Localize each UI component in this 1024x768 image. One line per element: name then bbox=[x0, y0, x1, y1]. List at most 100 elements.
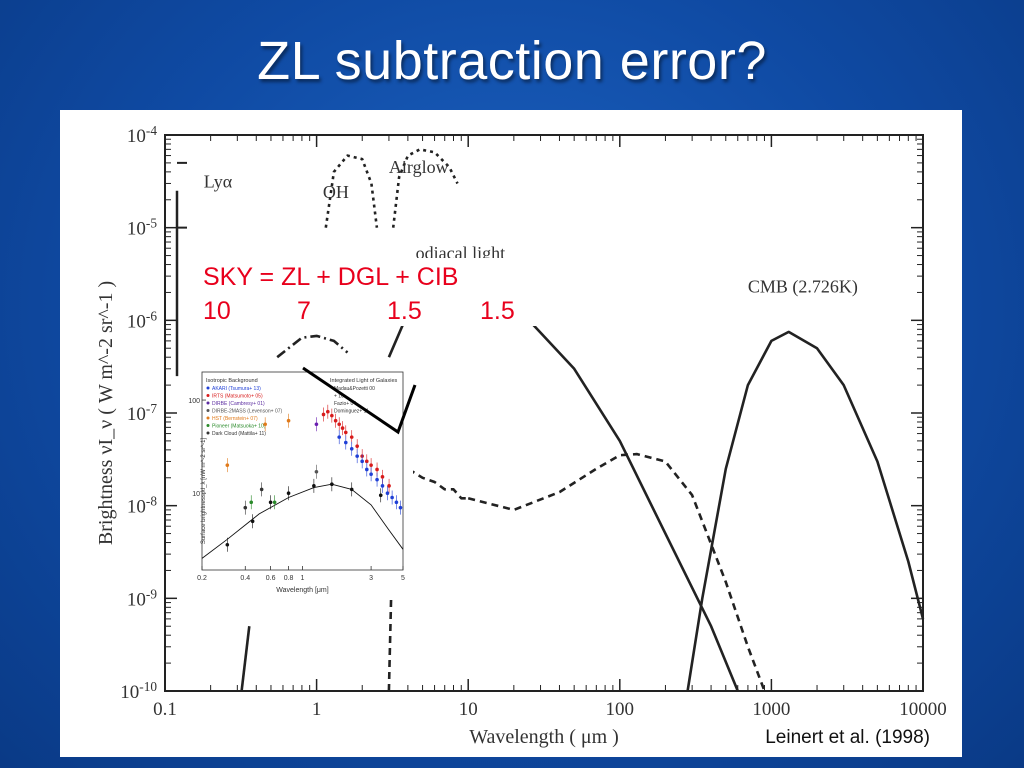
curve bbox=[240, 626, 251, 692]
y-tick-label: 10-9 bbox=[127, 586, 157, 610]
equation-value: 7 bbox=[297, 297, 311, 325]
annotation-label: Airglow bbox=[389, 157, 449, 177]
equation-formula: SKY = ZL + DGL + CIB bbox=[203, 263, 458, 291]
inset-data-point bbox=[250, 519, 255, 524]
inset-data-point bbox=[337, 435, 342, 439]
inset-data-point bbox=[394, 500, 399, 505]
curve-cmb-2-726k bbox=[686, 330, 925, 692]
inset-data-point bbox=[385, 491, 390, 496]
curve-galactic-dust bbox=[467, 452, 766, 692]
inset-legend-entry: + 10 bbox=[334, 394, 344, 400]
annotation-label: Lyα bbox=[204, 172, 233, 192]
equation-value: 1.5 bbox=[480, 297, 515, 325]
inset-data-point bbox=[375, 477, 379, 482]
x-tick-label: 100 bbox=[606, 699, 635, 720]
inset-backdrop bbox=[200, 368, 413, 600]
inset-legend-marker bbox=[206, 409, 210, 412]
inset-pointer-line bbox=[302, 366, 417, 435]
annotation-label: OH bbox=[323, 182, 349, 202]
x-tick-label: 1 bbox=[312, 699, 322, 720]
inset-x-tick-label: 3 bbox=[369, 575, 373, 582]
inset-data-point bbox=[380, 484, 385, 488]
inset-data-point bbox=[243, 505, 248, 510]
y-tick-label: 10-5 bbox=[127, 216, 157, 240]
inset-data-point bbox=[378, 493, 383, 498]
inset-data-point bbox=[314, 469, 319, 474]
inset-data-point bbox=[272, 500, 277, 505]
inset-data-point bbox=[312, 484, 316, 488]
inset-legend-entry: IRTS (Matsumoto+ 05) bbox=[212, 394, 263, 400]
inset-data-point bbox=[349, 435, 354, 439]
inset-data-point bbox=[369, 472, 373, 477]
inset-data-point bbox=[249, 500, 254, 505]
figure-panel: 0.1 1 10 100 1000 10000 10-10 10-9 10-8 10-7 10-6 1… bbox=[60, 110, 962, 757]
inset-data-point bbox=[326, 409, 330, 414]
equation-value: 1.5 bbox=[387, 297, 422, 325]
inset-data-point bbox=[349, 487, 354, 492]
equation-value: 10 bbox=[203, 297, 231, 325]
inset-data-point bbox=[387, 484, 391, 488]
inset-legend-marker bbox=[206, 401, 210, 405]
inset-data-point bbox=[360, 459, 364, 464]
inset-data-point bbox=[364, 467, 369, 472]
inset-data-point bbox=[225, 463, 230, 467]
inset-data-point bbox=[390, 495, 394, 500]
sky-brightness-chart: 0.1 1 10 100 1000 10000 10-10 10-9 10-8 10-7 10-6 1… bbox=[95, 123, 947, 748]
inset-legend-entry: Dominguez+ 11 bbox=[334, 409, 369, 415]
inset-legend-entry: DIRBE (Cambresy+ 01) bbox=[212, 401, 265, 407]
inset-data-point bbox=[321, 412, 326, 417]
inset-legend-entry: Madau&Pozetti 00 bbox=[334, 386, 375, 392]
curve bbox=[276, 334, 349, 359]
x-tick-label: 10 bbox=[459, 699, 478, 720]
slide-title: ZL subtraction error? bbox=[257, 31, 767, 91]
y-tick-label: 10-10 bbox=[120, 679, 157, 703]
inset-x-tick-label: 5 bbox=[401, 575, 405, 582]
equation-backdrop bbox=[198, 258, 538, 326]
inset-y-tick-label: 100 bbox=[188, 398, 200, 405]
inset-data-point bbox=[330, 482, 334, 486]
inset-legend-marker bbox=[206, 386, 210, 390]
inset-data-point bbox=[398, 505, 403, 510]
inset-legend-entry: Dark Cloud (Mattila+ 11) bbox=[212, 431, 266, 437]
inset-data-point bbox=[349, 446, 354, 451]
inset-data-point bbox=[286, 418, 291, 423]
curve-airglow bbox=[324, 154, 379, 228]
y-tick-label: 10-6 bbox=[127, 308, 157, 332]
inset-data-point bbox=[259, 487, 264, 492]
y-tick-label: 10-7 bbox=[127, 401, 157, 425]
inset-data-point bbox=[340, 426, 345, 430]
inset-legend-right-title: Integrated Light of Galaxies bbox=[330, 378, 398, 384]
inset-data-point bbox=[333, 418, 338, 423]
inset-data-point bbox=[263, 422, 267, 427]
inset-legend-entry: Pioneer (Matsuoka+ 10) bbox=[212, 424, 266, 430]
inset-data-point bbox=[380, 475, 385, 479]
inset-data-point bbox=[369, 463, 373, 467]
inset-x-tick-label: 0.4 bbox=[240, 575, 250, 582]
x-tick-label: 10000 bbox=[899, 699, 947, 720]
x-tick-label: 0.1 bbox=[153, 699, 177, 720]
inset-legend-marker bbox=[206, 424, 210, 427]
inset-x-axis-label: Wavelength [μm] bbox=[276, 587, 328, 594]
inset-x-tick-label: 0.6 bbox=[266, 575, 276, 582]
inset-data-point bbox=[364, 459, 369, 464]
inset-data-point bbox=[375, 467, 379, 472]
inset-data-point bbox=[314, 422, 319, 427]
inset-data-point bbox=[268, 500, 273, 505]
inset-data-point bbox=[343, 440, 348, 445]
inset-data-point bbox=[355, 454, 359, 458]
curve-airglow bbox=[391, 148, 459, 228]
inset-legend-marker bbox=[206, 416, 210, 420]
x-tick-label: 1000 bbox=[752, 699, 790, 720]
y-tick-label: 10-4 bbox=[127, 123, 157, 147]
inset-x-tick-label: 0.8 bbox=[284, 575, 294, 582]
inset-legend-marker bbox=[206, 431, 210, 435]
inset-x-tick-label: 1 bbox=[301, 575, 305, 582]
inset-legend-entry: HST (Bernstein+ 07) bbox=[212, 416, 258, 422]
inset-data-point bbox=[355, 444, 359, 448]
inset-y-tick-label: 10 bbox=[192, 491, 200, 498]
lyman-alpha-bracket bbox=[177, 161, 187, 229]
x-axis-label: Wavelength ( μm ) bbox=[469, 726, 619, 748]
inset-legend-entry: AKARI (Tsumura+ 13) bbox=[212, 386, 261, 392]
inset-data-point bbox=[343, 430, 348, 435]
y-tick-label: 10-8 bbox=[127, 494, 157, 518]
